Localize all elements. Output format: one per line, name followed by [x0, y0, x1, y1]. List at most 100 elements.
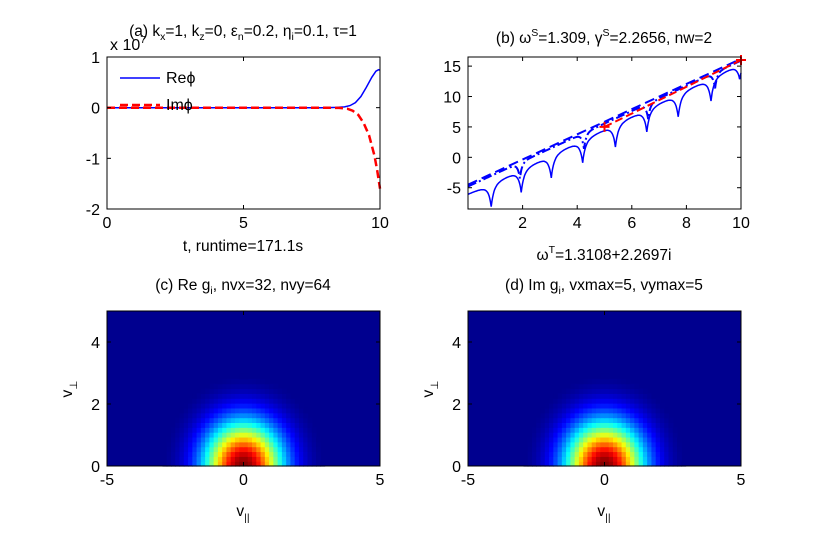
heatmap-cell: [222, 446, 228, 453]
heatmap-cell: [677, 436, 682, 443]
heatmap-cell: [642, 422, 648, 428]
heatmap-cell: [561, 427, 567, 433]
heatmap-cell: [256, 427, 262, 433]
heatmap-cell: [651, 427, 657, 433]
heatmap-cell: [217, 436, 223, 443]
heatmap-cell: [183, 403, 189, 409]
heatmap-cell: [217, 412, 223, 419]
heatmap-cell: [600, 446, 606, 453]
heatmap-cell: [630, 461, 635, 467]
heatmap-cell: [290, 417, 296, 423]
heatmap-cell: [290, 456, 296, 462]
heatmap-cell: [260, 388, 266, 394]
heatmap-cell: [600, 436, 606, 443]
heatmap-cell: [200, 403, 206, 409]
heatmap-cell: [273, 383, 279, 390]
heatmap-cell: [252, 441, 257, 448]
heatmap-cell: [638, 432, 644, 438]
heatmap-cell: [553, 436, 559, 443]
heatmap-cell: [290, 451, 296, 457]
heatmap-cell: [540, 461, 546, 467]
heatmap-cell: [192, 441, 198, 448]
heatmap-cell: [260, 417, 266, 423]
panel-c-ylabel: v⊥: [59, 381, 80, 398]
heatmap-cell: [294, 412, 300, 419]
heatmap-cell: [536, 461, 542, 467]
heatmap-cell: [621, 451, 627, 457]
heatmap-cell: [625, 393, 631, 399]
heatmap-cell: [247, 398, 253, 404]
heatmap-cell: [566, 441, 571, 448]
heatmap-cell: [604, 432, 610, 438]
heatmap-cell: [634, 436, 640, 443]
heatmap-cell: [651, 446, 657, 453]
heatmap-cell: [583, 393, 589, 399]
heatmap-cell: [179, 456, 185, 462]
heatmap-cell: [659, 436, 665, 443]
heatmap-cell: [647, 432, 653, 438]
heatmap-cell: [205, 461, 210, 467]
heatmap-cell: [553, 422, 559, 428]
heatmap-cell: [209, 427, 215, 433]
heatmap-cell: [540, 432, 546, 438]
y-tick-label: 5: [452, 120, 461, 137]
heatmap-cell: [604, 456, 610, 462]
heatmap-cell: [260, 407, 266, 414]
heatmap-cell: [595, 407, 601, 414]
heatmap-cell: [561, 432, 567, 438]
heatmap-cell: [205, 436, 210, 443]
heatmap-cell: [651, 461, 657, 467]
heatmap-cell: [672, 461, 678, 467]
heatmap-cell: [659, 407, 665, 414]
heatmap-cell: [196, 461, 202, 467]
heatmap-cell: [600, 407, 606, 414]
heatmap-cell: [311, 441, 317, 448]
heatmap-cell: [247, 446, 253, 453]
heatmap-cell: [239, 446, 245, 453]
heatmap-cell: [200, 417, 206, 423]
heatmap-cell: [634, 427, 640, 433]
heatmap-cell: [536, 417, 542, 423]
heatmap-cell: [294, 427, 300, 433]
heatmap-cell: [638, 403, 644, 409]
heatmap-cell: [655, 461, 661, 467]
heatmap-cell: [647, 403, 653, 409]
heatmap-cell: [234, 407, 240, 414]
heatmap-cell: [540, 441, 546, 448]
heatmap-cell: [668, 422, 674, 428]
heatmap-cell: [664, 417, 670, 423]
heatmap-cell: [655, 456, 661, 462]
heatmap-cell: [578, 461, 584, 467]
heatmap-cell: [273, 451, 279, 457]
heatmap-cell: [239, 427, 245, 433]
heatmap-cell: [179, 417, 185, 423]
heatmap-cell: [638, 446, 644, 453]
heatmap-cell: [617, 441, 623, 448]
heatmap-cell: [561, 407, 567, 414]
heatmap-cell: [634, 393, 640, 399]
heatmap-cell: [234, 427, 240, 433]
heatmap-cell: [188, 446, 193, 453]
heatmap-cell: [557, 436, 563, 443]
heatmap-cell: [638, 398, 644, 404]
heatmap-cell: [664, 451, 670, 457]
heatmap-cell: [655, 412, 661, 419]
heatmap-cell: [634, 461, 640, 467]
heatmap-cell: [587, 436, 593, 443]
heatmap-cell: [557, 398, 563, 404]
heatmap-cell: [638, 422, 644, 428]
heatmap-cell: [578, 441, 584, 448]
heatmap-cell: [587, 388, 593, 394]
heatmap-cell: [213, 456, 219, 462]
heatmap-cell: [311, 456, 317, 462]
heatmap-cell: [183, 446, 189, 453]
heatmap-cell: [672, 456, 678, 462]
heatmap-cell: [298, 412, 304, 419]
heatmap-cell: [651, 412, 657, 419]
heatmap-cell: [608, 456, 614, 462]
heatmap-cell: [209, 393, 215, 399]
heatmap-cell: [234, 456, 240, 462]
heatmap-cell: [277, 432, 283, 438]
heatmap-cell: [256, 422, 262, 428]
heatmap-cell: [617, 398, 623, 404]
